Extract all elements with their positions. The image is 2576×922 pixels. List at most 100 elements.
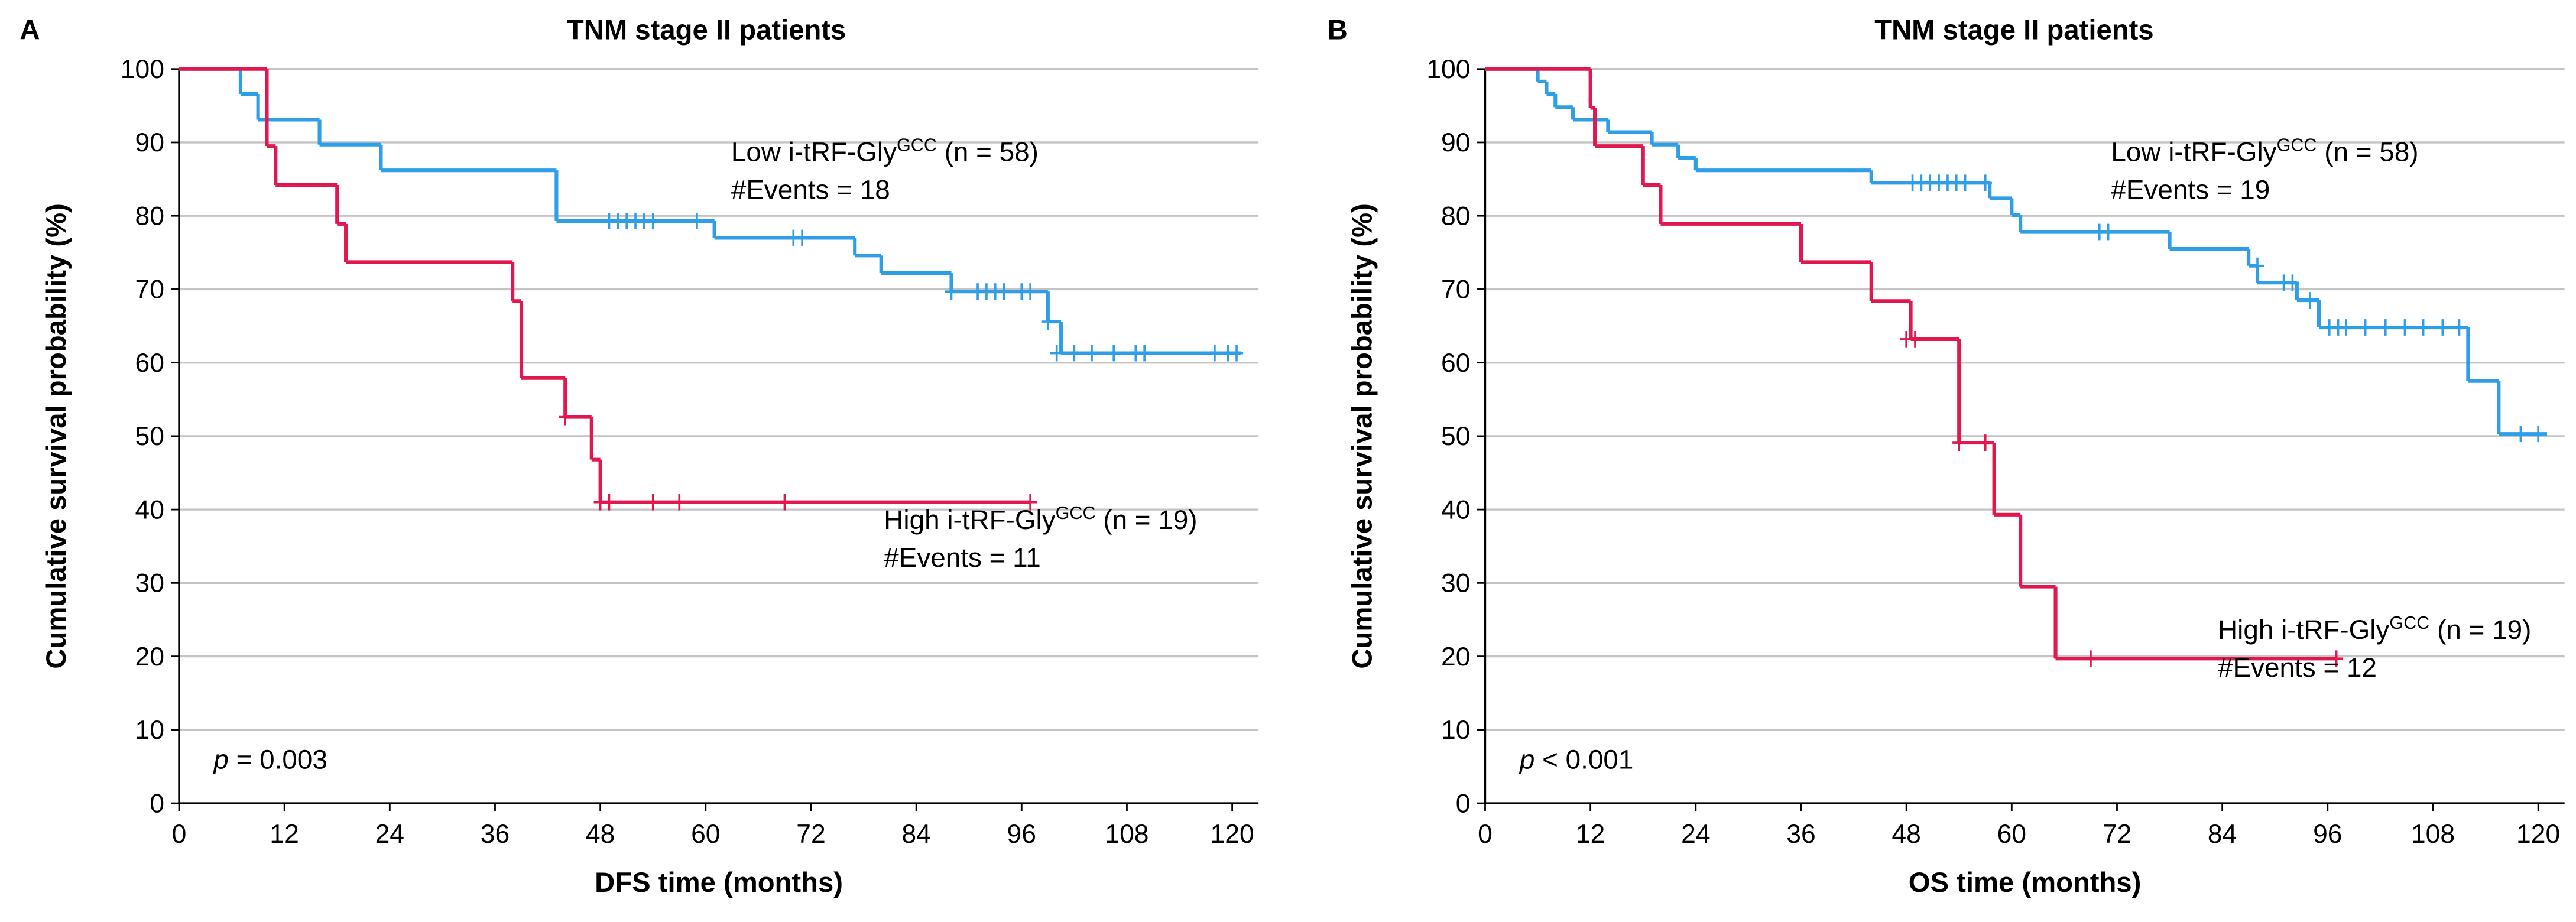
y-tick-label: 50: [1441, 422, 1470, 451]
x-tick-label: 72: [2103, 820, 2131, 849]
series-label-part: GCC: [2277, 135, 2317, 155]
series-label: Low i-tRF-GlyGCC (n = 58): [2111, 135, 2418, 167]
y-tick-label: 100: [1426, 55, 1470, 84]
y-tick-label: 30: [135, 569, 164, 598]
p-value-part: p: [1519, 744, 1535, 775]
censor-mark: [997, 283, 1011, 300]
censor-mark: [1024, 283, 1037, 300]
x-tick-label: 120: [1211, 820, 1254, 849]
censor-mark: [2250, 257, 2264, 274]
censor-mark: [2330, 650, 2343, 667]
censor-mark: [1229, 345, 1244, 362]
series-label-part: Low i-tRF-Gly: [731, 136, 897, 167]
censor-mark: [2101, 223, 2115, 241]
censor-mark: [2514, 426, 2528, 443]
censor-mark: [778, 494, 791, 511]
x-tick-label: 0: [172, 820, 187, 849]
y-axis-label: Cumulative survival probability (%): [1347, 203, 1378, 668]
censor-mark: [1085, 345, 1099, 362]
series-events: #Events = 11: [884, 542, 1040, 573]
y-tick-label: 100: [121, 55, 164, 84]
series-label-part: GCC: [2389, 613, 2429, 633]
y-tick-label: 20: [1441, 642, 1470, 671]
censor-mark: [2084, 650, 2098, 667]
censor-mark: [796, 229, 809, 246]
censor-mark: [646, 212, 660, 229]
series-events: #Events = 18: [731, 174, 890, 204]
censor-mark: [1978, 434, 1992, 451]
y-tick-label: 40: [135, 495, 164, 524]
censor-mark: [673, 494, 686, 511]
censor-mark: [2416, 319, 2430, 336]
y-tick-label: 70: [1441, 275, 1470, 304]
series-label-part: GCC: [1056, 503, 1096, 523]
series-label: High i-tRF-GlyGCC (n = 19): [884, 503, 1197, 535]
x-tick-label: 72: [796, 820, 825, 849]
x-tick-label: 48: [1892, 820, 1920, 849]
series-label-part: (n = 19): [1096, 504, 1198, 535]
censor-mark: [2436, 319, 2450, 336]
series-events: #Events = 12: [2218, 652, 2377, 683]
x-tick-label: 108: [1105, 820, 1149, 849]
censor-mark: [1958, 174, 1972, 191]
x-tick-label: 12: [270, 820, 299, 849]
censor-mark: [1978, 174, 1992, 191]
x-axis-label: DFS time (months): [595, 867, 843, 898]
censor-mark: [1138, 345, 1151, 362]
y-tick-label: 20: [135, 642, 164, 671]
panel-label: A: [20, 15, 40, 46]
series-label-part: Low i-tRF-Gly: [2111, 136, 2276, 167]
y-tick-label: 0: [150, 789, 164, 818]
x-tick-label: 0: [1478, 820, 1493, 849]
series-label-part: (n = 58): [2317, 136, 2419, 167]
censor-mark: [1024, 494, 1037, 511]
censor-mark: [1908, 331, 1922, 348]
x-tick-label: 36: [1786, 820, 1815, 849]
censor-mark: [690, 212, 704, 229]
series-events: #Events = 19: [2111, 174, 2270, 204]
y-tick-label: 60: [1441, 349, 1470, 378]
censor-mark: [1208, 345, 1222, 362]
x-tick-label: 108: [2411, 820, 2455, 849]
y-tick-label: 50: [135, 422, 164, 451]
p-value-part: p: [212, 744, 229, 775]
series-label-part: (n = 58): [937, 136, 1039, 167]
censor-mark: [2304, 292, 2317, 309]
chart-title: TNM stage II patients: [1874, 15, 2153, 46]
chart-title: TNM stage II patients: [567, 15, 846, 46]
censor-mark: [2452, 319, 2466, 336]
censor-mark: [2398, 319, 2412, 336]
censor-mark: [1952, 434, 1966, 451]
y-tick-label: 10: [135, 716, 164, 745]
y-tick-label: 90: [1441, 128, 1470, 157]
censor-mark: [2339, 319, 2353, 336]
x-tick-label: 24: [375, 820, 404, 849]
panel-label: B: [1328, 15, 1348, 46]
series-label-part: High i-tRF-Gly: [884, 504, 1055, 535]
series-label: High i-tRF-GlyGCC (n = 19): [2218, 613, 2531, 645]
y-tick-label: 0: [1456, 789, 1471, 818]
y-tick-label: 80: [1441, 202, 1470, 230]
x-tick-label: 120: [2516, 820, 2560, 849]
x-tick-label: 96: [2313, 820, 2342, 849]
censor-mark: [2358, 319, 2372, 336]
censor-mark: [559, 408, 572, 426]
p-value: p < 0.001: [1519, 744, 1633, 775]
p-value-part: = 0.003: [229, 744, 327, 775]
censor-mark: [2532, 426, 2545, 443]
censor-mark: [1041, 313, 1055, 330]
y-tick-label: 90: [135, 128, 164, 157]
y-tick-label: 70: [135, 275, 164, 304]
series-label-part: High i-tRF-Gly: [2218, 614, 2389, 645]
y-tick-label: 80: [135, 202, 164, 230]
x-tick-label: 84: [901, 820, 930, 849]
x-tick-label: 36: [481, 820, 510, 849]
y-tick-label: 30: [1441, 569, 1470, 598]
censor-mark: [1068, 345, 1081, 362]
censor-mark: [1050, 345, 1063, 362]
y-tick-label: 60: [135, 349, 164, 378]
y-tick-label: 10: [1441, 716, 1470, 745]
x-tick-label: 48: [586, 820, 615, 849]
